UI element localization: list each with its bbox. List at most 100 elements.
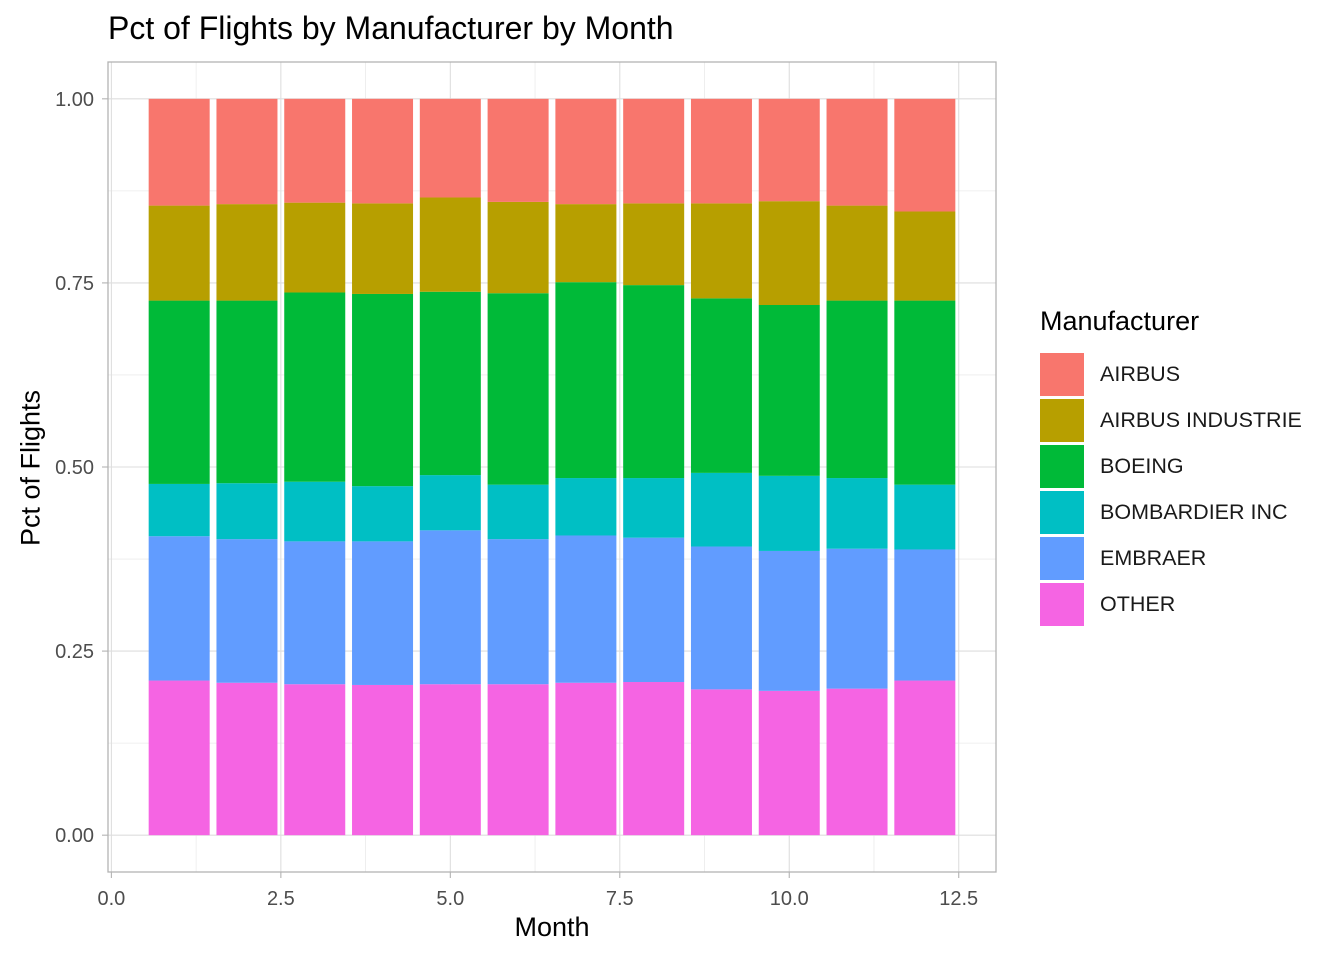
bar-boeing-month-1 xyxy=(148,300,210,484)
bar-airbus-industrie-month-8 xyxy=(623,203,685,286)
x-tick-label: 12.5 xyxy=(939,888,978,910)
bar-other-month-4 xyxy=(352,684,414,836)
bar-boeing-month-9 xyxy=(690,298,752,473)
bar-boeing-month-5 xyxy=(419,291,481,476)
bar-boeing-month-2 xyxy=(216,300,278,484)
bar-airbus-industrie-month-4 xyxy=(352,203,414,294)
y-tick-label: 0.75 xyxy=(55,273,94,295)
bar-other-month-9 xyxy=(690,689,752,836)
x-tick-label: 2.5 xyxy=(267,888,295,910)
legend-label: OTHER xyxy=(1100,591,1176,616)
bar-other-month-8 xyxy=(623,682,685,836)
bar-embraer-month-3 xyxy=(284,541,346,685)
x-tick-label: 0.0 xyxy=(97,888,125,910)
bar-other-month-7 xyxy=(555,682,617,836)
y-tick-label: 0.25 xyxy=(55,641,94,663)
bar-airbus-month-7 xyxy=(555,98,617,205)
bar-embraer-month-1 xyxy=(148,536,210,681)
bar-airbus-industrie-month-9 xyxy=(690,203,752,299)
bar-boeing-month-8 xyxy=(623,285,685,479)
bar-embraer-month-10 xyxy=(758,550,820,691)
bar-airbus-industrie-month-6 xyxy=(487,201,549,294)
legend-label: AIRBUS INDUSTRIE xyxy=(1100,407,1302,432)
bar-airbus-month-12 xyxy=(894,98,956,212)
bar-bombardier-inc-month-11 xyxy=(826,478,888,549)
bar-airbus-industrie-month-1 xyxy=(148,205,210,301)
legend-swatch xyxy=(1040,582,1084,626)
bar-boeing-month-11 xyxy=(826,300,888,479)
bar-bombardier-inc-month-10 xyxy=(758,475,820,551)
y-tick-label: 0.00 xyxy=(55,825,94,847)
y-axis-title: Pct of Flights xyxy=(15,389,46,547)
legend-item-other: OTHER xyxy=(1040,581,1302,627)
legend: Manufacturer AIRBUS AIRBUS INDUSTRIE BOEIN… xyxy=(1040,306,1302,627)
bar-embraer-month-11 xyxy=(826,548,888,689)
bar-airbus-month-4 xyxy=(352,98,414,204)
bar-airbus-industrie-month-11 xyxy=(826,205,888,301)
legend-title: Manufacturer xyxy=(1040,306,1200,336)
legend-label: AIRBUS xyxy=(1100,361,1181,386)
chart-title: Pct of Flights by Manufacturer by Month xyxy=(108,10,674,46)
bar-embraer-month-4 xyxy=(352,541,414,685)
legend-swatch xyxy=(1040,398,1084,442)
legend-item-embraer: EMBRAER xyxy=(1040,535,1302,581)
bar-airbus-industrie-month-7 xyxy=(555,204,617,283)
bar-bombardier-inc-month-8 xyxy=(623,478,685,538)
bar-other-month-12 xyxy=(894,680,956,836)
bar-bombardier-inc-month-3 xyxy=(284,481,346,542)
bar-bombardier-inc-month-2 xyxy=(216,483,278,540)
legend-swatch xyxy=(1040,490,1084,534)
bar-airbus-month-5 xyxy=(419,98,481,198)
bar-bombardier-inc-month-4 xyxy=(352,486,414,542)
legend-swatch xyxy=(1040,536,1084,580)
bar-embraer-month-5 xyxy=(419,530,481,685)
bar-bombardier-inc-month-12 xyxy=(894,484,956,550)
bar-embraer-month-2 xyxy=(216,539,278,683)
x-tick-label: 5.0 xyxy=(436,888,464,910)
bar-other-month-5 xyxy=(419,684,481,836)
legend-swatch xyxy=(1040,352,1084,396)
y-tick-label: 0.50 xyxy=(55,457,94,479)
bar-airbus-industrie-month-10 xyxy=(758,201,820,305)
bar-airbus-month-9 xyxy=(690,98,752,204)
bar-bombardier-inc-month-7 xyxy=(555,478,617,536)
bar-boeing-month-6 xyxy=(487,293,549,485)
x-tick-label: 10.0 xyxy=(770,888,809,910)
legend-item-airbus: AIRBUS xyxy=(1040,351,1302,397)
x-axis-title: Month xyxy=(514,912,590,942)
bar-embraer-month-12 xyxy=(894,549,956,681)
bar-bombardier-inc-month-6 xyxy=(487,484,549,540)
bar-other-month-2 xyxy=(216,682,278,836)
bar-embraer-month-9 xyxy=(690,546,752,690)
bar-other-month-3 xyxy=(284,684,346,836)
bar-embraer-month-7 xyxy=(555,535,617,683)
bar-airbus-industrie-month-2 xyxy=(216,204,278,301)
bar-bombardier-inc-month-5 xyxy=(419,475,481,531)
bar-airbus-industrie-month-12 xyxy=(894,211,956,301)
bar-airbus-industrie-month-3 xyxy=(284,202,346,293)
bar-embraer-month-6 xyxy=(487,539,549,685)
bar-airbus-industrie-month-5 xyxy=(419,197,481,292)
legend-item-boeing: BOEING xyxy=(1040,443,1302,489)
bar-boeing-month-7 xyxy=(555,282,617,479)
bar-airbus-month-8 xyxy=(623,98,685,204)
legend-label: BOEING xyxy=(1100,453,1184,478)
bar-airbus-month-10 xyxy=(758,98,820,202)
legend-items: AIRBUS AIRBUS INDUSTRIE BOEING BOMBARDIER I… xyxy=(1040,351,1302,627)
bar-airbus-month-6 xyxy=(487,98,549,202)
bar-boeing-month-3 xyxy=(284,292,346,482)
legend-item-bombardier-inc: BOMBARDIER INC xyxy=(1040,489,1302,535)
legend-label: EMBRAER xyxy=(1100,545,1207,570)
bar-boeing-month-12 xyxy=(894,300,956,485)
bar-bombardier-inc-month-1 xyxy=(148,483,210,537)
bar-airbus-month-11 xyxy=(826,98,888,206)
legend-swatch xyxy=(1040,444,1084,488)
bar-stacks xyxy=(148,98,956,836)
bar-other-month-10 xyxy=(758,690,820,836)
x-tick-label: 7.5 xyxy=(606,888,634,910)
bar-airbus-month-3 xyxy=(284,98,346,203)
bar-other-month-1 xyxy=(148,680,210,836)
bar-other-month-6 xyxy=(487,684,549,836)
bar-airbus-month-2 xyxy=(216,98,278,205)
